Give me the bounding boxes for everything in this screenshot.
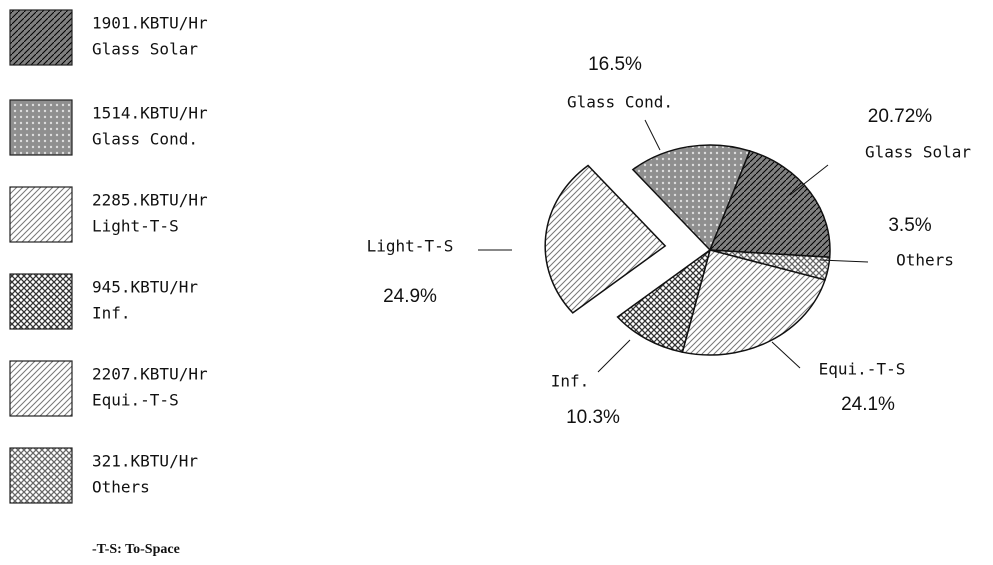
legend-swatch bbox=[9, 186, 73, 243]
slice-label: Others bbox=[896, 251, 954, 270]
slice-label: Light-T-S bbox=[367, 237, 454, 256]
legend-value: 2285.KBTU/Hr bbox=[92, 191, 208, 210]
legend-label: Others bbox=[92, 478, 150, 497]
leader-line bbox=[771, 341, 801, 369]
footnote: -T-S: To-Space bbox=[92, 542, 180, 557]
legend-swatch bbox=[9, 273, 73, 330]
legend-label: Equi.-T-S bbox=[92, 391, 179, 410]
legend-label: Glass Solar bbox=[92, 40, 198, 59]
slice-value: 20.72% bbox=[868, 106, 933, 127]
slice-label: Glass Cond. bbox=[567, 93, 673, 112]
leader-line bbox=[597, 339, 631, 373]
legend-value: 1901.KBTU/Hr bbox=[92, 14, 208, 33]
legend-label: Light-T-S bbox=[92, 217, 179, 236]
pie-slice bbox=[631, 144, 751, 252]
slice-value: 10.3% bbox=[566, 407, 620, 428]
legend-swatch bbox=[9, 360, 73, 417]
legend-swatch bbox=[9, 9, 73, 66]
legend-value: 321.KBTU/Hr bbox=[92, 452, 198, 471]
slice-label: Inf. bbox=[551, 372, 590, 391]
leader-line bbox=[644, 119, 661, 151]
pie-slice bbox=[708, 150, 831, 259]
legend-label: Inf. bbox=[92, 304, 131, 323]
slice-value: 24.1% bbox=[841, 394, 895, 415]
slice-value: 24.9% bbox=[383, 286, 437, 307]
pie-slice bbox=[616, 248, 712, 354]
legend-value: 2207.KBTU/Hr bbox=[92, 365, 208, 384]
slice-value: 3.5% bbox=[888, 215, 931, 236]
leader-line bbox=[789, 164, 829, 196]
slice-value: 16.5% bbox=[588, 54, 642, 75]
pie-slice bbox=[681, 249, 826, 356]
legend-value: 1514.KBTU/Hr bbox=[92, 104, 208, 123]
pie-slice bbox=[544, 164, 667, 314]
legend-swatch bbox=[9, 99, 73, 156]
legend-label: Glass Cond. bbox=[92, 130, 198, 149]
legend-value: 945.KBTU/Hr bbox=[92, 278, 198, 297]
slice-label: Glass Solar bbox=[865, 143, 971, 162]
legend-swatch bbox=[9, 447, 73, 504]
leader-line bbox=[819, 259, 869, 263]
slice-label: Equi.-T-S bbox=[819, 360, 906, 379]
